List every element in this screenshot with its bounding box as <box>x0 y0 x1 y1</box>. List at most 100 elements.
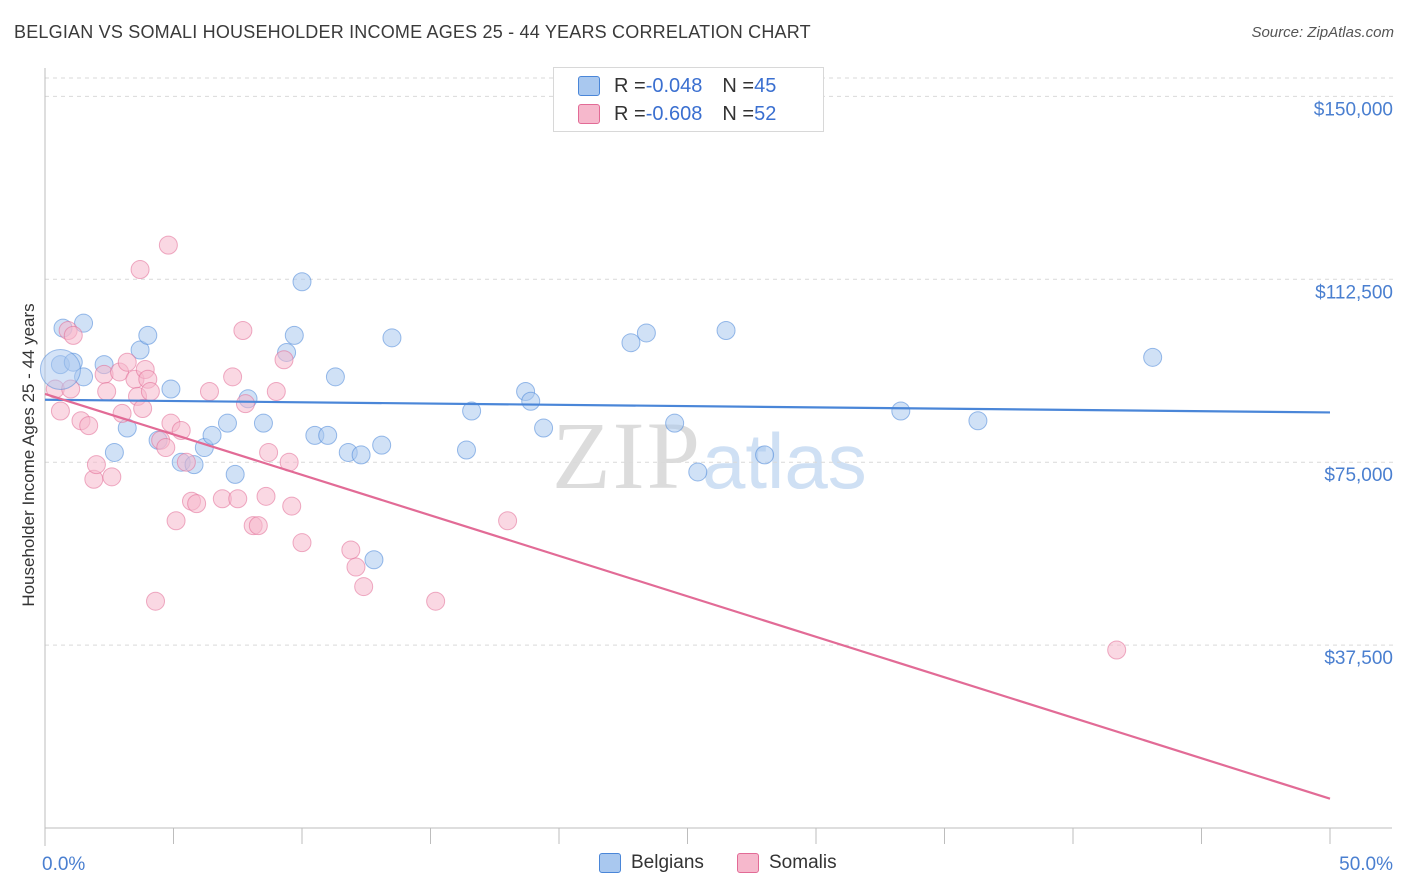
somali-point <box>166 511 186 531</box>
legend: R = -0.048 N = 45 R = -0.608 N = 52 <box>553 67 824 132</box>
belgian-point <box>534 418 554 438</box>
belgian-point <box>621 333 641 353</box>
somali-point <box>259 442 279 462</box>
somali-point <box>235 394 255 414</box>
somali-trend-line <box>44 392 1331 800</box>
belgian-point <box>104 442 124 462</box>
somali-point <box>86 455 106 475</box>
bottom-legend-somalis[interactable]: Somalis <box>737 852 837 874</box>
grid-lines <box>45 77 1395 646</box>
somali-point <box>158 235 178 255</box>
belgian-point <box>372 435 392 455</box>
somali-point <box>146 591 166 611</box>
x-tick-labels: 0.0% 50.0% <box>42 854 1393 875</box>
somali-point <box>274 350 294 370</box>
belgian-point <box>253 413 273 433</box>
belgian-point <box>665 413 685 433</box>
belgian-point <box>225 464 245 484</box>
somali-point <box>354 577 374 597</box>
bottom-legend-label-somalis: Somalis <box>769 852 837 873</box>
belgian-point <box>202 425 222 445</box>
legend-n-value: 45 <box>754 74 777 97</box>
legend-row-belgians: R = -0.048 N = 45 <box>578 73 776 99</box>
somali-point <box>282 496 302 516</box>
somali-point <box>130 260 150 280</box>
legend-n-label: N = <box>722 102 755 125</box>
somali-point <box>426 591 446 611</box>
somali-point <box>79 416 99 436</box>
belgian-point <box>130 340 150 360</box>
belgian-trend-line <box>44 398 1331 414</box>
bottom-legend-swatch-somalis <box>737 853 759 873</box>
somali-point <box>292 533 312 553</box>
belgian-point <box>636 323 656 343</box>
legend-swatch-belgians <box>578 76 600 96</box>
somali-point <box>1107 640 1127 660</box>
somali-point <box>117 352 137 372</box>
belgian-point <box>382 328 402 348</box>
y-tick-labels: $37,500 $75,000 $112,500 $150,000 <box>1314 99 1393 669</box>
legend-r-value: -0.608 <box>645 102 703 125</box>
belgian-point <box>456 440 476 460</box>
somali-point <box>102 467 122 487</box>
somali-point <box>266 381 286 401</box>
data-points <box>39 235 1163 660</box>
somali-point <box>176 452 196 472</box>
somali-point <box>498 511 518 531</box>
somali-point <box>341 540 361 560</box>
legend-swatch-somalis <box>578 104 600 124</box>
somali-point <box>140 381 160 401</box>
belgian-point <box>292 272 312 292</box>
belgian-point <box>74 313 94 333</box>
somali-point <box>133 399 153 419</box>
legend-r-label: R = <box>614 102 646 125</box>
somali-point <box>233 321 253 341</box>
somali-point <box>228 489 248 509</box>
chart-title: BELGIAN VS SOMALI HOUSEHOLDER INCOME AGE… <box>14 22 811 42</box>
trend-lines <box>44 392 1331 800</box>
belgian-point <box>318 425 338 445</box>
somali-point <box>187 494 207 514</box>
legend-n-label: N = <box>722 74 755 97</box>
bottom-legend-belgians[interactable]: Belgians <box>599 852 704 874</box>
belgian-point <box>161 379 181 399</box>
legend-r-label: R = <box>614 74 646 97</box>
belgian-point <box>755 445 775 465</box>
belgian-point <box>364 550 384 570</box>
belgian-point <box>351 445 371 465</box>
belgian-point <box>138 325 158 345</box>
belgian-point <box>217 413 237 433</box>
belgian-point <box>716 321 736 341</box>
y-tick-label: $112,500 <box>1315 282 1393 303</box>
belgian-point <box>521 391 541 411</box>
somali-point <box>256 486 276 506</box>
somali-point <box>346 557 366 577</box>
x-tick-label-min: 0.0% <box>42 854 85 875</box>
y-tick-label: $150,000 <box>1314 99 1393 120</box>
bottom-legend: Belgians Somalis <box>0 852 1406 878</box>
somali-point <box>199 381 219 401</box>
belgian-point <box>1143 347 1163 367</box>
watermark-atlas: atlas <box>702 417 867 505</box>
belgian-point <box>462 401 482 421</box>
somali-point <box>63 325 83 345</box>
y-tick-label: $75,000 <box>1324 465 1393 486</box>
legend-row-somalis: R = -0.608 N = 52 <box>578 101 776 127</box>
legend-n-value: 52 <box>754 102 777 125</box>
belgian-point <box>968 411 988 431</box>
somali-point <box>248 516 268 536</box>
somali-point <box>97 381 117 401</box>
belgian-point <box>325 367 345 387</box>
bottom-legend-label-belgians: Belgians <box>631 852 704 873</box>
somali-point <box>50 401 70 421</box>
belgian-point <box>284 325 304 345</box>
bottom-legend-swatch-belgians <box>599 853 621 873</box>
chart-source: Source: ZipAtlas.com <box>1251 24 1394 41</box>
legend-r-value: -0.048 <box>645 74 703 97</box>
y-tick-label: $37,500 <box>1324 648 1393 669</box>
belgian-point <box>39 349 81 391</box>
axes <box>44 68 1392 846</box>
somali-point <box>223 367 243 387</box>
somali-point <box>156 438 176 458</box>
